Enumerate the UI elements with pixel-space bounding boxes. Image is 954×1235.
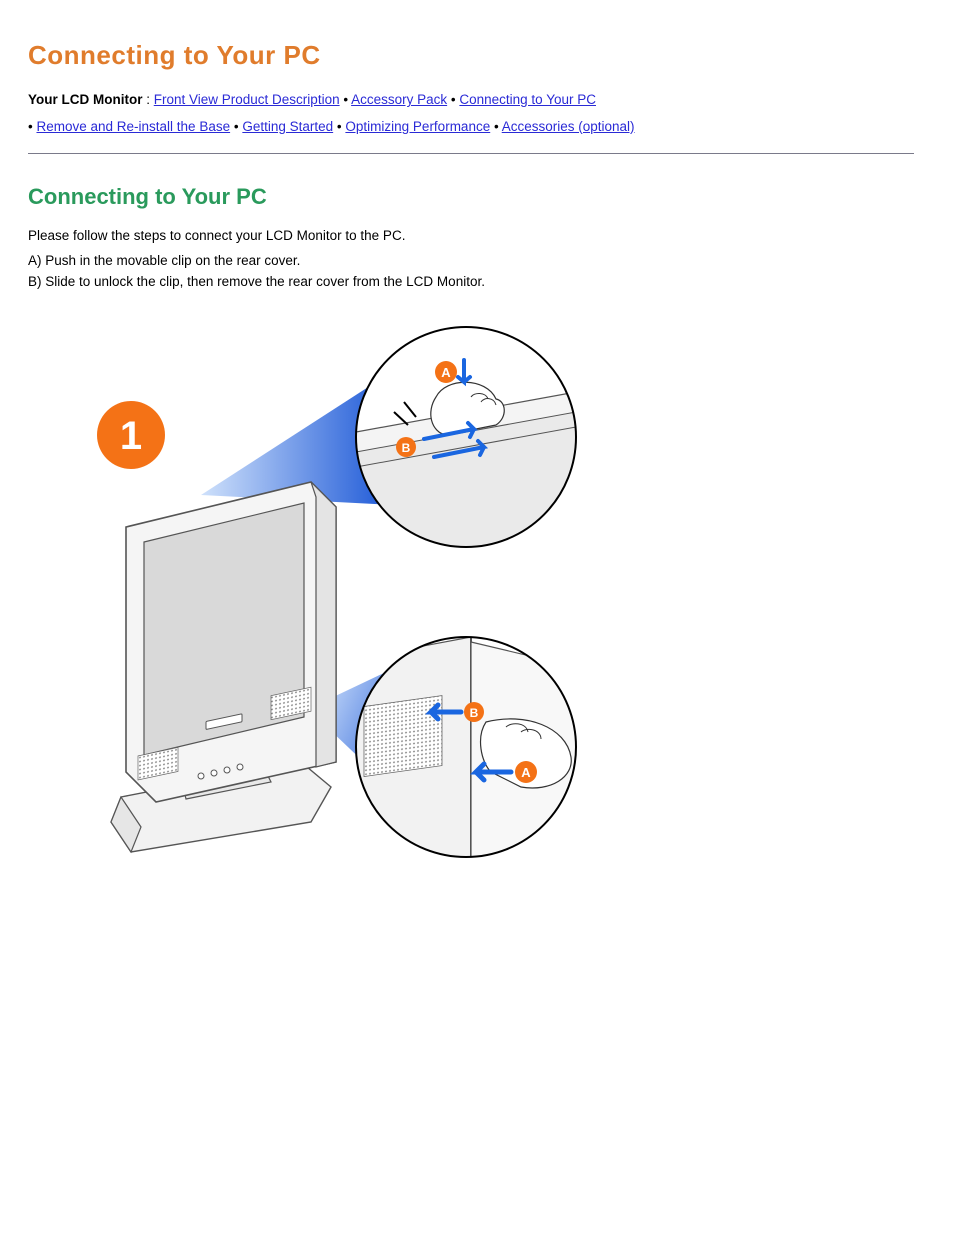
step-badge: 1 bbox=[97, 401, 165, 469]
title-block: Connecting to Your PC bbox=[28, 40, 914, 71]
subtitle: Your LCD Monitor bbox=[28, 92, 142, 107]
section-title: Connecting to Your PC bbox=[28, 184, 914, 210]
figure-svg: 1 A bbox=[76, 317, 696, 957]
link-connect-pc[interactable]: Connecting to Your PC bbox=[459, 92, 596, 107]
breadcrumb-line-2: • Remove and Re-install the Base • Getti… bbox=[28, 116, 914, 139]
divider bbox=[28, 153, 914, 154]
svg-text:A: A bbox=[521, 765, 531, 780]
link-front-view[interactable]: Front View Product Description bbox=[154, 92, 340, 107]
subtitle-sep: : bbox=[142, 92, 153, 107]
link-remove-base[interactable]: Remove and Re-install the Base bbox=[36, 119, 230, 134]
link-optimize[interactable]: Optimizing Performance bbox=[345, 119, 490, 134]
step-a: A) Push in the movable clip on the rear … bbox=[28, 253, 914, 268]
link-usb-accessories[interactable]: Accessories (optional) bbox=[502, 119, 635, 134]
marker-a-top: A bbox=[435, 360, 470, 383]
page-title: Connecting to Your PC bbox=[28, 40, 914, 71]
svg-text:A: A bbox=[441, 365, 451, 380]
step-number: 1 bbox=[120, 414, 142, 458]
figure-step-1: 1 A bbox=[76, 317, 696, 957]
sep: • bbox=[494, 119, 502, 134]
detail-top: A B bbox=[336, 317, 616, 577]
monitor-illustration bbox=[111, 482, 336, 852]
breadcrumb-line-1: Your LCD Monitor : Front View Product De… bbox=[28, 89, 914, 112]
svg-text:B: B bbox=[402, 441, 411, 455]
detail-bottom: B A bbox=[336, 617, 616, 897]
section-intro: Please follow the steps to connect your … bbox=[28, 228, 914, 243]
link-getting-started[interactable]: Getting Started bbox=[242, 119, 333, 134]
link-accessory-pack[interactable]: Accessory Pack bbox=[351, 92, 447, 107]
step-b: B) Slide to unlock the clip, then remove… bbox=[28, 274, 914, 289]
svg-text:B: B bbox=[470, 706, 479, 720]
sep: • bbox=[343, 92, 351, 107]
